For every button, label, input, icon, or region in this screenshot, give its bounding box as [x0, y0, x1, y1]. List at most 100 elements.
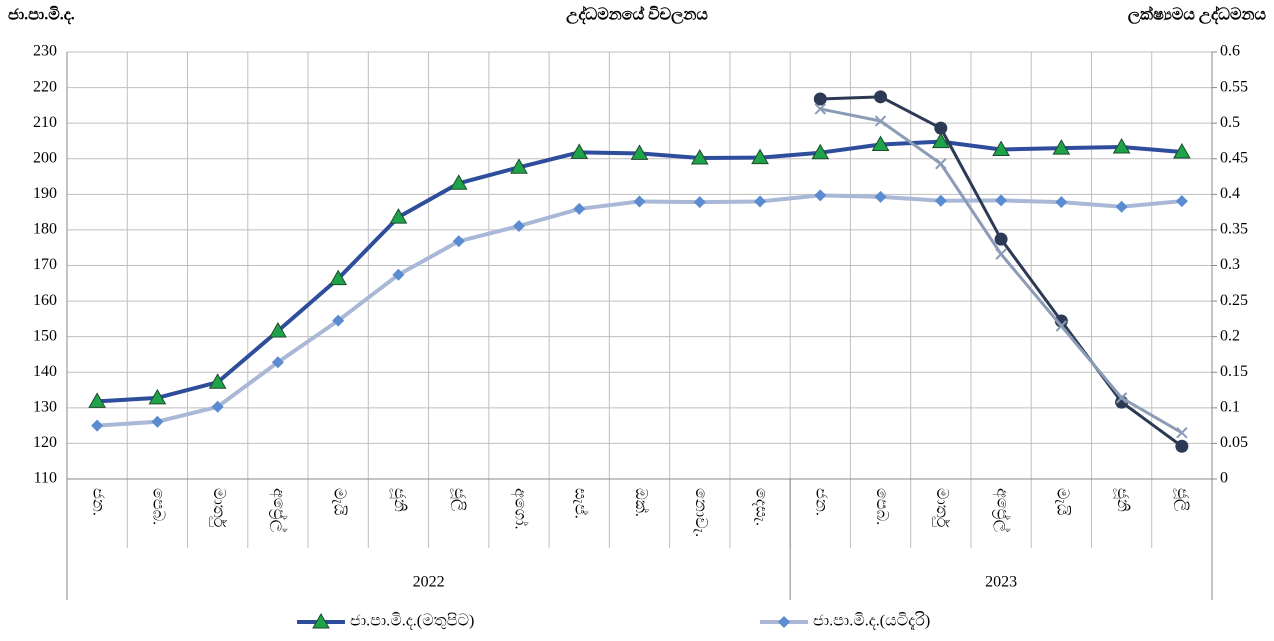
- y-tick-label: 210: [33, 114, 57, 131]
- y-tick-label: 120: [33, 434, 57, 451]
- marker: [874, 115, 887, 127]
- x-tick-label: සැප්.: [572, 488, 590, 519]
- y-tick-label: 230: [33, 43, 57, 60]
- marker: [934, 121, 948, 135]
- marker: [389, 208, 408, 224]
- legend-label: ජා.පා.මි.ද.(මතුපිට): [350, 613, 474, 630]
- y-tick-label: 140: [33, 363, 57, 380]
- marker: [329, 269, 348, 286]
- x-tick-label: ජූලි: [450, 488, 468, 511]
- chart-title: උද්ධමනයේ විචලනය: [566, 6, 708, 26]
- y2-tick-label: 0: [1220, 470, 1228, 487]
- marker: [874, 190, 887, 203]
- marker: [1115, 392, 1128, 404]
- marker: [811, 143, 830, 160]
- y2-tick-label: 0.1: [1220, 399, 1240, 416]
- marker: [148, 388, 167, 405]
- x-tick-label: නොවැ.: [692, 488, 709, 537]
- marker: [208, 373, 227, 389]
- marker: [269, 321, 287, 338]
- y2-tick-label: 0.35: [1220, 221, 1248, 238]
- y2-tick-label: 0.5: [1220, 114, 1240, 131]
- marker: [693, 196, 706, 209]
- y-axis-label: ජා.පා.මි.ද.: [8, 6, 75, 25]
- marker: [630, 144, 649, 160]
- x-tick-label: මාර්තු: [932, 488, 951, 528]
- y2-tick-label: 0.2: [1220, 327, 1240, 344]
- marker: [995, 248, 1007, 260]
- marker: [151, 415, 164, 428]
- group-label: 2023: [985, 574, 1017, 591]
- x-tick-label: ඔක්.: [632, 488, 650, 517]
- marker: [874, 90, 888, 104]
- marker: [1055, 196, 1068, 209]
- y2-axis-label: ලක්ෂ්‍යමය උද්ධමනය: [1128, 6, 1267, 26]
- x-tick-label: අප්‍රේල්: [992, 488, 1011, 532]
- marker: [332, 314, 345, 327]
- marker: [1052, 139, 1071, 155]
- y-tick-label: 180: [33, 221, 57, 238]
- x-tick-label: මැයි: [1054, 488, 1071, 515]
- y-tick-label: 200: [33, 149, 57, 166]
- marker: [995, 194, 1008, 207]
- y-tick-label: 110: [34, 470, 57, 487]
- y2-tick-label: 0.15: [1220, 363, 1248, 380]
- marker: [935, 158, 947, 170]
- marker: [931, 132, 950, 149]
- marker: [570, 143, 589, 159]
- x-tick-label: පෙබ.: [150, 488, 167, 525]
- y-tick-label: 220: [33, 78, 57, 95]
- series-line: [819, 107, 1183, 435]
- marker: [814, 189, 827, 202]
- marker: [449, 174, 468, 190]
- marker: [1176, 427, 1188, 439]
- legend-label: ජා.පා.මි.ද.(යටිදැරි): [813, 612, 930, 631]
- marker: [871, 135, 890, 152]
- x-tick-label: ජන.: [813, 488, 830, 516]
- marker: [992, 140, 1010, 156]
- x-tick-label: අප්‍රේල්: [269, 488, 288, 532]
- x-tick-label: අගෝ.: [510, 488, 529, 529]
- marker: [1173, 142, 1191, 159]
- series-line: [97, 139, 1183, 404]
- marker: [633, 195, 646, 208]
- x-tick-label: ජූනි: [1113, 488, 1131, 512]
- marker: [814, 103, 826, 115]
- marker: [934, 194, 947, 207]
- marker: [1175, 439, 1189, 453]
- y-tick-label: 150: [33, 327, 57, 344]
- marker: [452, 235, 465, 248]
- marker: [754, 195, 767, 208]
- marker: [813, 92, 827, 106]
- x-tick-label: ජූලි: [1173, 488, 1191, 511]
- y2-tick-label: 0.05: [1220, 434, 1248, 451]
- marker: [778, 616, 790, 628]
- y2-tick-label: 0.3: [1220, 256, 1240, 273]
- x-tick-label: මැයි: [331, 488, 348, 515]
- x-tick-label: ජූනි: [390, 488, 408, 512]
- marker: [211, 400, 224, 413]
- y-tick-label: 190: [33, 185, 57, 202]
- marker: [1115, 200, 1128, 213]
- group-label: 2022: [413, 574, 445, 591]
- marker: [88, 392, 106, 408]
- marker: [1175, 195, 1188, 208]
- y2-tick-label: 0.6: [1220, 43, 1240, 60]
- y2-tick-label: 0.4: [1220, 185, 1240, 202]
- y2-tick-label: 0.55: [1220, 78, 1248, 95]
- y-tick-label: 160: [33, 292, 57, 309]
- marker: [512, 220, 525, 233]
- x-tick-label: මාර්තු: [209, 488, 228, 528]
- x-tick-label: පෙබ.: [873, 488, 890, 525]
- marker: [573, 202, 586, 215]
- x-tick-label: දෙසැ.: [752, 488, 769, 526]
- marker: [690, 149, 709, 165]
- marker: [312, 612, 330, 629]
- marker: [1112, 138, 1131, 154]
- marker: [392, 268, 405, 281]
- y-tick-label: 170: [33, 256, 57, 273]
- marker: [994, 232, 1008, 246]
- y-tick-label: 130: [33, 399, 57, 416]
- marker: [1055, 320, 1068, 332]
